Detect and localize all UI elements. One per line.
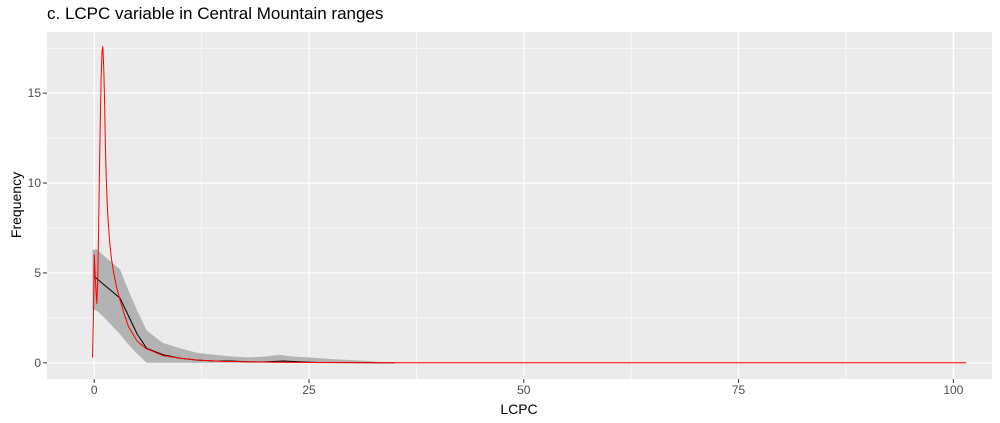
y-tick-label: 0 (34, 356, 41, 370)
x-axis-title: LCPC (500, 401, 537, 417)
plot-panel (47, 32, 992, 379)
chart-title: c. LCPC variable in Central Mountain ran… (47, 4, 384, 23)
x-tick-label: 50 (517, 383, 531, 397)
x-tick-label: 25 (302, 383, 316, 397)
y-axis-title: Frequency (8, 172, 24, 238)
major-gridlines (47, 32, 992, 379)
x-tick-label: 100 (943, 383, 963, 397)
y-tick-label: 5 (34, 266, 41, 280)
x-tick-label: 75 (732, 383, 746, 397)
series-layer (92, 45, 967, 364)
red-series-line (92, 45, 967, 364)
y-tick-label: 10 (28, 176, 42, 190)
minor-gridlines (47, 32, 992, 379)
axis-tick-labels: 0 25 50 75 100 0 5 10 15 (28, 86, 964, 397)
axis-ticks (43, 92, 954, 383)
y-tick-label: 15 (28, 86, 42, 100)
x-tick-label: 0 (91, 383, 98, 397)
